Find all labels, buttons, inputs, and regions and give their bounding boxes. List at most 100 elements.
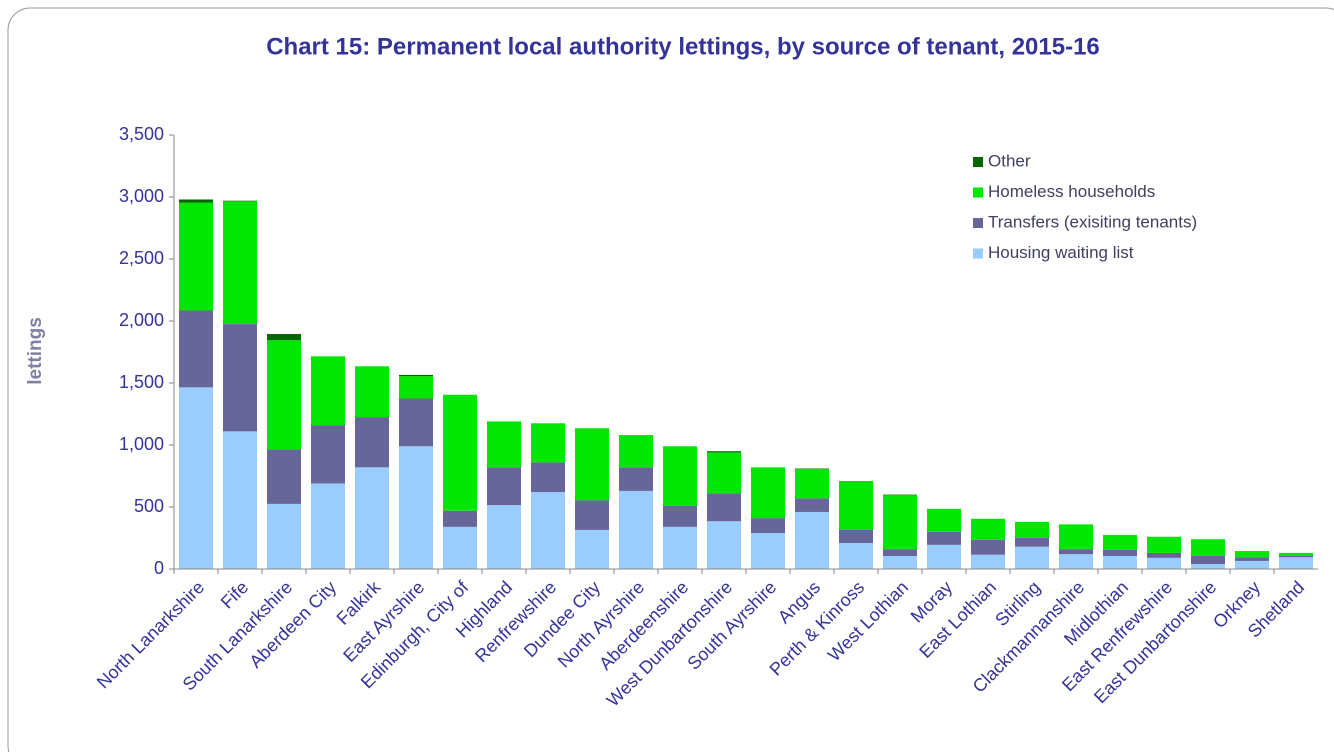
bar-segment [883,549,917,556]
bar-segment [795,469,829,499]
legend-swatch [973,187,983,198]
bar-segment [1235,560,1269,569]
bar-segment [619,490,653,569]
bar-segment [1279,552,1313,556]
bar-segment [663,505,697,527]
bar-segment [883,555,917,569]
bar-segment [399,374,433,377]
bar-segment [267,334,301,341]
bar-segment [971,518,1005,540]
bar-segment [267,449,301,504]
bar-segment [267,340,301,450]
y-axis-label: lettings [25,317,46,385]
bar-segment [179,387,213,569]
bar-segment [1279,555,1313,558]
bar-segment [927,508,961,532]
bar-segment [663,446,697,506]
bar-segment [575,428,609,501]
bar-segment [795,468,829,470]
bar-segment [619,467,653,491]
bar-segment [179,310,213,388]
bar-segment [1059,549,1093,555]
bar-segment [311,425,345,484]
legend-swatch [973,157,983,167]
bar-segment [179,202,213,311]
bar-segment [1147,557,1181,569]
bar-segment [1191,564,1225,569]
y-tick-label: 2,000 [119,310,164,330]
legend-swatch [973,248,983,259]
bar-segment [1015,538,1049,547]
bar-segment [531,462,565,493]
bar-segment [1279,557,1313,569]
bar-segment [531,492,565,569]
bar-segment [1235,557,1269,561]
y-tick-label: 500 [134,496,164,516]
bar-segment [927,544,961,569]
bar-segment [311,483,345,569]
bar-segment [1191,555,1225,565]
y-tick-label: 1,500 [119,372,164,392]
y-tick-label: 1,000 [119,434,164,454]
bar-segment [223,431,257,569]
bar-segment [619,435,653,468]
bar-segment [1015,521,1049,538]
bar-segment [663,526,697,569]
bar-segment [179,199,213,203]
bar-segment [751,533,785,569]
bar-segment [223,201,257,325]
bar-segment [707,493,741,522]
bar-segment [751,518,785,534]
bar-segment [883,494,917,496]
bar-segment [487,421,521,468]
bar-segment [1059,524,1093,550]
bar-segment [795,511,829,569]
bar-segment [883,495,917,550]
bar-segment [707,452,741,494]
bar-segment [1235,551,1269,558]
bar-segment [267,503,301,569]
chart-title: Chart 15: Permanent local authority lett… [266,33,1100,60]
y-tick-label: 0 [154,558,164,578]
bar-segment [355,467,389,569]
bar-segment [707,521,741,569]
legend-label: Transfers (exisiting tenants) [988,212,1197,231]
bar-segment [707,451,741,453]
bar-segment [443,510,477,527]
bar-segment [399,446,433,569]
bar-segment [355,366,389,418]
bar-segment [1103,555,1137,569]
bar-segment [1147,552,1181,558]
legend-swatch [973,218,983,228]
legend-label: Other [988,151,1031,170]
bar-segment [1103,534,1137,550]
bar-segment [751,467,785,519]
bar-segment [971,539,1005,555]
bar-segment [1015,546,1049,569]
bar-segment [399,376,433,399]
bar-segment [575,500,609,530]
bar-segment [971,554,1005,569]
bar-segment [399,398,433,447]
bar-segment [839,542,873,569]
bar-segment [223,324,257,432]
bar-segment [1103,549,1137,556]
bar-segment [443,526,477,569]
bar-segment [223,200,257,202]
bar-segment [487,467,521,506]
bar-segment [443,394,477,511]
legend-label: Homeless households [988,182,1155,201]
bar-segment [487,505,521,569]
bar-segment [839,529,873,543]
legend-label: Housing waiting list [988,243,1134,262]
bar-segment [531,423,565,463]
bar-segment [311,356,345,426]
bar-segment [575,529,609,569]
bar-segment [1059,554,1093,569]
bar-segment [795,498,829,512]
bar-segment [1147,536,1181,553]
bar-segment [927,531,961,545]
y-tick-label: 3,500 [119,124,164,144]
bar-segment [839,480,873,530]
